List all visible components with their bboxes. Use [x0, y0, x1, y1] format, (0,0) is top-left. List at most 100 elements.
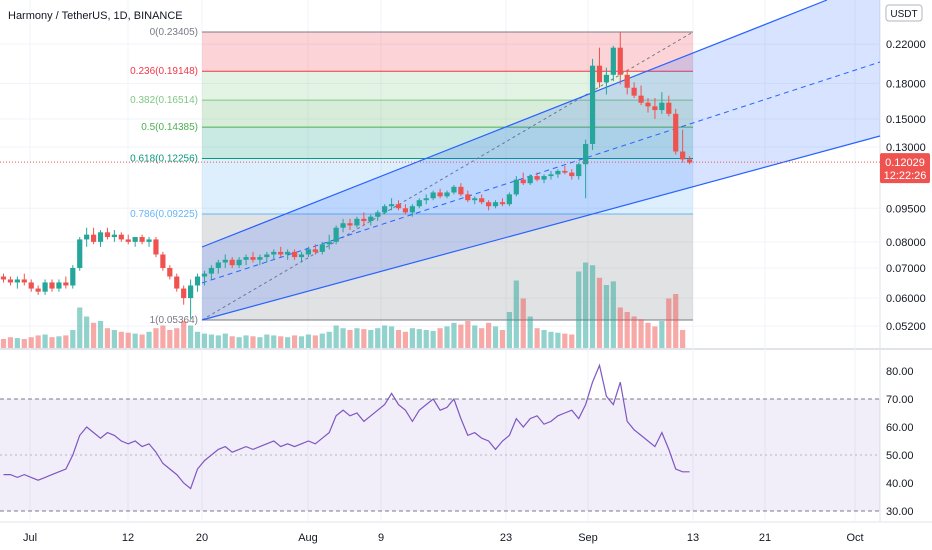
currency-badge-box[interactable]: [885, 4, 923, 22]
volume-bar: [70, 330, 76, 348]
volume-bar: [118, 331, 124, 348]
candle-body: [97, 232, 104, 242]
candle-body: [56, 282, 62, 289]
candle-body: [416, 200, 422, 207]
candle-body: [70, 267, 76, 286]
volume-bar: [333, 325, 339, 348]
volume-bar: [520, 298, 526, 348]
volume-bar: [638, 319, 644, 348]
fib-price: 0.12256: [159, 153, 196, 164]
volume-bar: [174, 328, 180, 348]
candle-body: [236, 259, 242, 266]
fib-level-label: 0.236(0.19148): [130, 66, 198, 77]
candle-body: [673, 113, 679, 152]
channel-lower-line: [201, 135, 881, 321]
fib-price: 0.14385: [159, 122, 196, 133]
fib-level-label: 0.618(0.12256): [130, 153, 198, 164]
candle-body: [506, 194, 512, 205]
candle-body: [562, 170, 568, 173]
candle-body: [451, 186, 457, 193]
volume-bar: [382, 325, 388, 348]
volume-bar: [291, 335, 298, 348]
channel-fill: [202, 0, 880, 320]
time-tick-label: 21: [759, 532, 771, 544]
fib-level-label: 0.5(0.14385): [141, 122, 198, 133]
fib-trend-line: [201, 31, 694, 321]
volume-bar: [0, 339, 7, 348]
last-price-box: [880, 153, 930, 184]
volume-bar: [278, 336, 284, 348]
volume-bar: [610, 281, 616, 348]
fib-level-label: 0.382(0.16514): [130, 95, 198, 106]
price-tick-label: 0.22000: [886, 39, 926, 51]
volume-bar: [312, 335, 318, 348]
fib-zone: [202, 158, 693, 215]
volume-bar: [465, 321, 471, 348]
volume-bar: [458, 324, 464, 348]
volume-bar: [90, 322, 97, 348]
candle-body: [569, 172, 575, 177]
candle-body: [534, 176, 540, 180]
volume-bar: [395, 330, 402, 348]
candle-body: [90, 234, 97, 242]
rsi-tick-label: 40.00: [886, 478, 914, 490]
candle-body: [666, 102, 672, 114]
volume-bar: [576, 271, 582, 348]
candlestick-series: [0, 32, 693, 319]
candle-body: [333, 227, 339, 242]
candle-body: [382, 206, 388, 213]
volume-bar: [14, 338, 20, 348]
candle-body: [271, 251, 277, 255]
rsi-tick-label: 70.00: [886, 394, 914, 406]
volume-bar: [28, 337, 34, 348]
volume-bar: [596, 277, 603, 348]
last-price-value: 0.12029: [885, 157, 925, 169]
volume-bar: [111, 330, 117, 348]
fib-level-label: 1(0.05364): [150, 315, 198, 326]
volume-bar: [208, 334, 214, 348]
candle-body: [395, 204, 402, 209]
rsi-tick-label: 30.00: [886, 506, 914, 518]
volume-bar: [7, 337, 14, 348]
volume-bar: [215, 335, 221, 348]
candle-body: [28, 282, 34, 289]
time-axis[interactable]: Jul 12 20 Aug 9 23 Sep 13 21 Oct: [23, 532, 864, 544]
candle-body: [215, 262, 221, 268]
candle-body: [243, 257, 249, 260]
candle-body: [603, 74, 610, 83]
candle-body: [132, 237, 138, 242]
candle-body: [291, 251, 298, 258]
candle-body: [285, 251, 291, 255]
rsi-tick-label: 60.00: [886, 422, 914, 434]
rsi-tick-label: 50.00: [886, 450, 914, 462]
fib-ratio: 1: [150, 315, 156, 326]
rsi-pane-background: [0, 350, 880, 522]
volume-bar: [153, 328, 159, 348]
candle-body: [465, 194, 471, 201]
volume-bar: [479, 328, 485, 348]
volume-bar: [659, 321, 665, 348]
fib-ratio: 0.786: [130, 209, 155, 220]
volume-bar: [139, 334, 145, 348]
price-tick-label: 0.08000: [886, 237, 926, 249]
volume-bar: [104, 328, 111, 348]
rsi-indicator: 80.00 70.00 60.00 50.00 40.00 30.00: [0, 363, 914, 518]
candle-body: [250, 257, 256, 260]
volume-bar: [444, 326, 450, 348]
candle-body: [402, 208, 409, 213]
candle-body: [257, 257, 263, 260]
volume-bar: [77, 307, 83, 348]
volume-bar: [326, 331, 332, 348]
candle-body: [659, 102, 665, 111]
price-axis[interactable]: 0.22000 0.18000 0.15000 0.13000 0.09500 0.080…: [886, 39, 926, 333]
currency-badge[interactable]: USDT: [890, 9, 917, 20]
fib-level-label: 0(0.23405): [150, 27, 198, 38]
volume-bar: [354, 328, 360, 348]
candle-body: [686, 159, 693, 163]
candle-body: [194, 276, 201, 286]
candle-body: [444, 192, 450, 197]
price-tick-label: 0.07000: [886, 263, 926, 275]
candle-body: [555, 170, 561, 175]
volume-bar: [56, 336, 62, 348]
price-tick-label: 0.15000: [886, 114, 926, 126]
